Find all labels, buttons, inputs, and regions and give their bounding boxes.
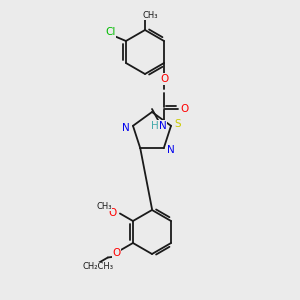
Text: N: N — [122, 123, 130, 133]
Text: N: N — [167, 145, 175, 155]
Text: Cl: Cl — [105, 27, 115, 37]
Text: CH₂CH₃: CH₂CH₃ — [82, 262, 113, 271]
Text: N: N — [159, 121, 167, 131]
Text: O: O — [113, 248, 121, 258]
Text: O: O — [180, 104, 188, 114]
Text: CH₃: CH₃ — [96, 202, 112, 211]
Text: S: S — [175, 119, 181, 129]
Text: H: H — [151, 121, 159, 131]
Text: CH₃: CH₃ — [142, 11, 158, 20]
Text: O: O — [109, 208, 117, 218]
Text: O: O — [160, 74, 168, 84]
